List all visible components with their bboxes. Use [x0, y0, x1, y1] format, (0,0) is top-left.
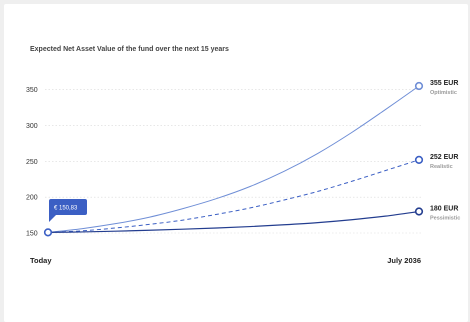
chart-title: Expected Net Asset Value of the fund ove…	[30, 46, 229, 53]
end-point-realistic	[414, 155, 424, 164]
y-tick-label: 200	[26, 195, 38, 202]
series-line-pessimistic	[47, 210, 420, 234]
series-lines	[47, 85, 420, 234]
end-value-realistic: 252 EUR	[430, 154, 458, 161]
y-axis: 150 200 250 300 350	[26, 87, 38, 237]
end-name-optimistic: Optimistic	[430, 90, 457, 96]
start-tooltip: € 150,83	[49, 199, 87, 222]
y-tick-label: 250	[26, 159, 38, 166]
end-point-pessimistic	[414, 207, 424, 216]
end-points	[43, 81, 424, 237]
end-point-optimistic	[414, 81, 424, 91]
end-labels: 355 EUR Optimistic 252 EUR Realistic 180 EUR…	[430, 80, 460, 221]
end-name-realistic: Realistic	[430, 164, 453, 170]
y-tick-label: 300	[26, 123, 38, 130]
tooltip-box	[49, 199, 87, 215]
series-line-realistic	[47, 159, 420, 233]
y-tick-label: 350	[26, 87, 38, 94]
tooltip-value: € 150,83	[54, 206, 78, 212]
y-tick-label: 150	[26, 231, 38, 238]
x-label-start: Today	[30, 256, 52, 265]
chart-card: Expected Net Asset Value of the fund ove…	[4, 4, 468, 322]
series-line-optimistic	[47, 85, 420, 233]
grid-layer	[45, 89, 422, 234]
tooltip-pointer	[49, 213, 56, 222]
end-value-pessimistic: 180 EUR	[430, 205, 458, 212]
x-label-end: July 2036	[387, 256, 421, 265]
end-value-optimistic: 355 EUR	[430, 80, 458, 87]
end-name-pessimistic: Pessimistic	[430, 215, 460, 221]
start-point	[43, 228, 53, 237]
